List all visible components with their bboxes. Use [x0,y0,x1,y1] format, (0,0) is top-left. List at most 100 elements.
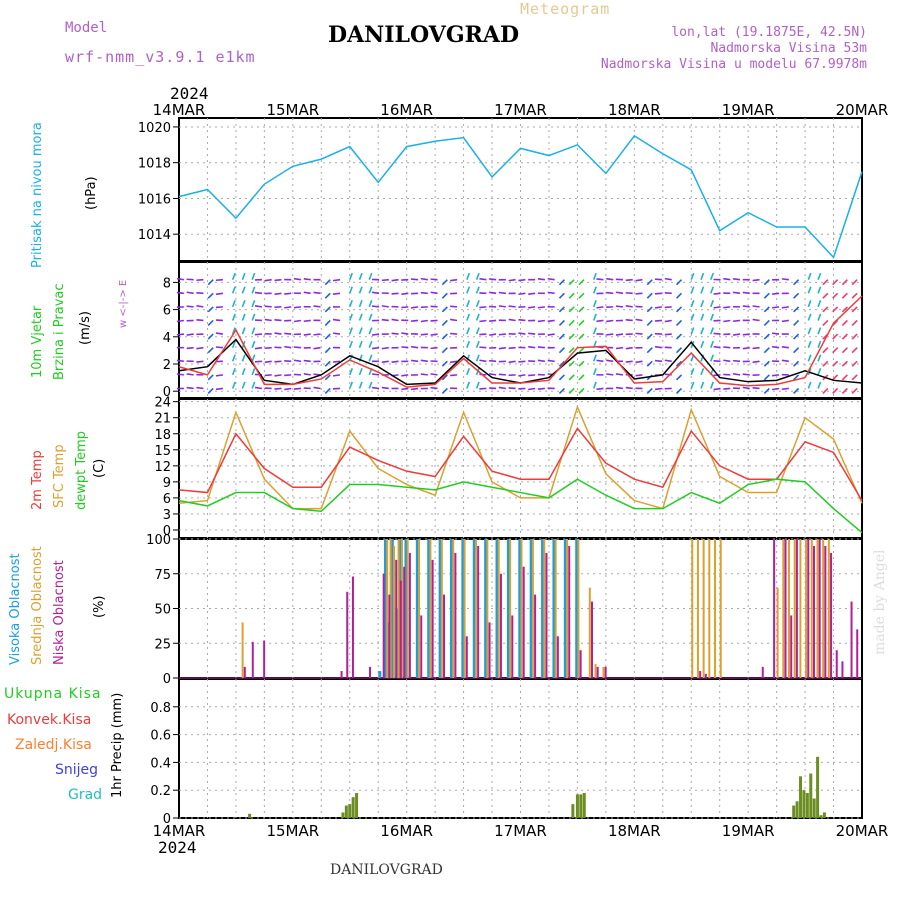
x-tick-label-bottom: 16MAR [380,822,433,840]
wind-arrow [752,387,760,390]
wind-arrow [832,347,839,354]
model-name: wrf-nmm_v3.9.1 e1km [65,48,256,66]
wind-arrow [568,347,575,354]
wind-arrow [324,347,331,354]
wind-arrow [763,319,770,326]
wind-arrow [441,306,448,313]
precip-bar [348,804,352,818]
wind-arrow [615,291,624,295]
low-cloud-bar [818,539,821,678]
wind-arrow [349,381,353,389]
wind-arrow [274,374,282,377]
wind-arrow [732,333,741,336]
sfc-temp-line [178,404,863,510]
wind-arrow [508,360,516,364]
wind-arrow [284,332,292,335]
low-cloud-bar [511,615,514,678]
wind-arrow [207,347,214,354]
precip-bar [344,805,348,818]
high-cloud-bar [427,539,431,678]
wind-arrow [781,359,789,363]
mid-cloud-bar [691,539,694,678]
wind-arrow [851,374,858,381]
low-cloud-bar [454,552,457,678]
wind-arrow [371,373,380,376]
y-tick-label: 6 [163,492,171,507]
wind-arrow [381,360,389,363]
low-cloud-bar [408,552,411,678]
wind-arrow [625,305,633,308]
y-tick-label: 15 [154,444,171,459]
wind-arrow [700,286,705,294]
wind-arrow [450,278,458,282]
low-cloud-bar [346,591,349,678]
wind-arrow [430,373,438,376]
wind-arrow [349,368,353,376]
wind-arrow [411,345,419,349]
low-cloud-bar [773,539,776,678]
wind-arrow [851,387,858,394]
wind-arrow [606,319,614,323]
low-cloud-bar [596,666,599,678]
wind-arrow [466,327,471,335]
wind-arrow [635,360,643,364]
wind-arrow [822,387,829,394]
wind-arrow [578,387,585,394]
high-cloud-bar [415,539,419,678]
wind-arrow [654,387,663,391]
wind-arrow [537,387,545,390]
mid-cloud-bar [389,539,392,678]
wind-arrow [851,347,858,354]
wind-arrow [690,300,695,308]
wind-arrow [763,374,770,381]
wind-arrow [817,286,822,294]
wind-arrow [793,387,800,394]
wind-arrow [489,359,497,363]
wind-arrow [241,354,246,362]
wind-arrow [822,319,829,326]
wind-arrow [654,319,663,322]
wind-arrow [568,360,575,367]
wind-arrow [411,359,419,363]
wind-arrow [196,305,204,308]
wind-arrow [690,313,695,321]
wind-arrow [518,374,526,377]
low-cloud-bar [431,559,434,678]
wind-arrow [822,347,829,354]
wind-arrow [752,318,760,322]
wind-arrow [349,286,353,294]
wind-arrow [537,319,546,323]
wind-arrow [274,360,282,363]
low-cloud-bar [807,539,810,678]
wind-arrow [466,286,471,294]
wind-arrow [332,332,341,335]
wind-arrow [518,278,526,282]
wind-arrow [807,354,812,362]
wind-arrow [368,272,373,280]
wind-arrow [558,306,565,313]
wind-arrow [176,333,184,336]
wind-arrow [498,346,506,350]
wind-arrow [332,360,341,363]
low-cloud-bar [340,671,343,678]
wind-arrow [841,306,848,313]
wind-arrow [537,306,545,309]
wind-arrow [568,306,575,313]
wind-arrow [186,291,194,295]
mid-cloud-bar [776,587,779,678]
wind-arrow [625,386,633,390]
high-cloud-bar [461,539,465,678]
wind-arrow [479,306,487,309]
wind-arrow [207,374,214,381]
wind-arrow [368,381,373,389]
temp-2m-line [178,427,863,501]
low-cloud-bar [591,601,593,678]
wind-arrow [646,360,653,367]
wind-arrow [401,332,409,335]
wind-arrow [441,387,448,394]
wind-arrow [723,306,731,309]
wind-arrow [411,306,419,309]
low-cloud-bar [604,666,607,678]
wind-arrow [690,381,695,389]
